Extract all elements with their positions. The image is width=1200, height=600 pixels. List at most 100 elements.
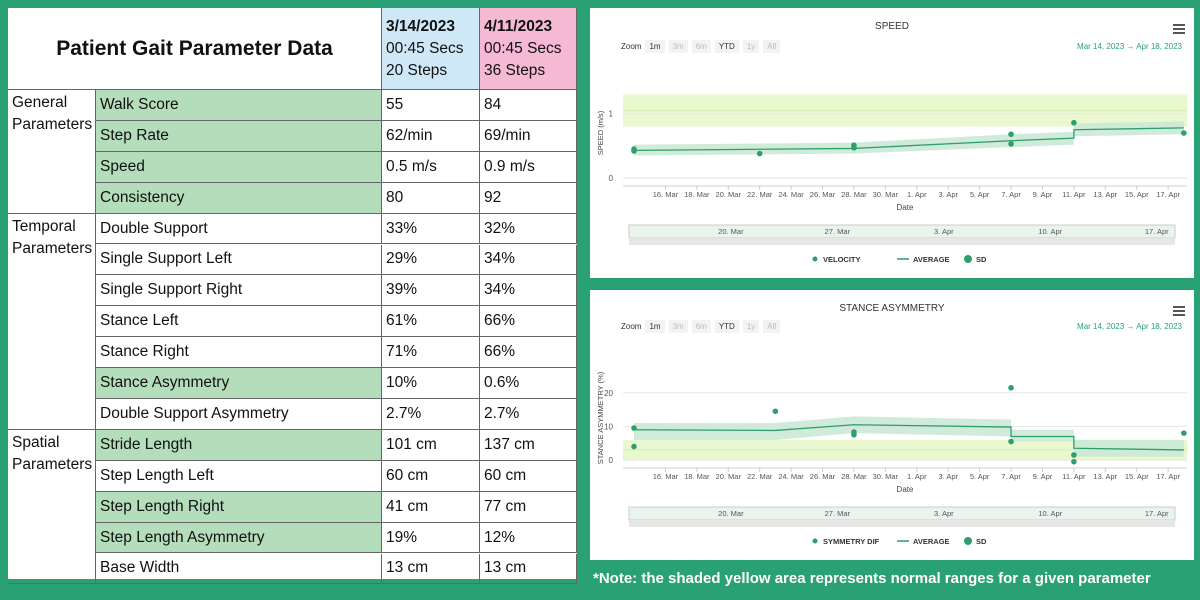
zoom-button-1y[interactable]: 1y [742,40,760,53]
x-tick-label: 13. Apr [1093,190,1117,199]
zoom-button-3m[interactable]: 3m [668,320,688,333]
data-point [1071,452,1077,458]
value-session-2: 34% [480,275,577,307]
zoom-button-all[interactable]: All [763,320,781,333]
x-tick-label: 22. Mar [747,472,773,481]
value-session-1: 60 cm [382,460,480,492]
param-name: Double Support [96,213,382,245]
date-range[interactable]: Mar 14, 2023 → Apr 18, 2023 [1077,42,1182,51]
x-tick-label: 9. Apr [1033,190,1053,199]
value-session-1: 19% [382,522,480,554]
zoom-controls: Zoom 1m 3m 6m YTD 1y All [621,40,781,53]
session-date: 4/11/2023 [484,17,553,35]
footnote: *Note: the shaded yellow area represents… [593,570,1151,587]
value-session-2: 84 [480,90,577,121]
gait-parameter-table: Patient Gait Parameter Data 3/14/2023 00:4… [8,8,577,585]
zoom-controls: Zoom 1m 3m 6m YTD 1y All [621,320,781,333]
param-name: Stride Length [96,429,382,461]
zoom-button-ytd[interactable]: YTD [714,40,739,53]
session-steps: 20 Steps [386,61,448,79]
speed-chart-panel: SPEED Zoom 1m 3m 6m YTD 1y All Mar 14, 2023 → Ap… [590,8,1194,278]
data-point [756,150,763,157]
y-tick-label: 1 [609,110,614,119]
hamburger-menu-icon[interactable] [1173,306,1185,318]
y-axis-label: SPEED (m/s) [596,110,605,155]
group-label: Spatial Parameters [8,429,96,585]
value-session-2: 92 [480,182,577,214]
param-name: Base Width [96,553,382,585]
zoom-button-1y[interactable]: 1y [742,320,760,333]
data-point [1008,438,1014,445]
x-tick-label: 16. Mar [653,190,679,199]
data-point [631,148,637,154]
data-point [772,408,779,415]
zoom-button-6m[interactable]: 6m [691,40,711,53]
value-session-1: 101 cm [382,429,480,461]
value-session-2: 137 cm [480,429,577,461]
zoom-button-1m[interactable]: 1m [645,40,665,53]
navigator-window [628,506,1176,521]
value-session-2: 0.9 m/s [480,151,577,183]
data-point [1008,131,1014,138]
x-tick-label: 3. Apr [938,472,958,481]
value-session-1: 29% [382,244,480,276]
y-axis-label: STANCE ASYMMETRY (%) [596,371,605,464]
zoom-button-1m[interactable]: 1m [645,320,665,333]
x-tick-label: 7. Apr [1001,472,1021,481]
value-session-1: 39% [382,275,480,307]
value-session-2: 12% [480,522,577,554]
x-tick-label: 20. Mar [716,472,742,481]
sd-band [633,416,1184,457]
zoom-label: Zoom [621,322,642,331]
value-session-1: 2.7% [382,399,480,430]
value-session-1: 55 [382,90,480,121]
legend-label: VELOCITY [823,255,861,264]
x-tick-label: 30. Mar [873,190,899,199]
x-tick-label: 22. Mar [747,190,773,199]
data-point [631,425,637,431]
data-point [851,429,857,435]
param-name: Step Length Right [96,491,382,523]
x-tick-label: 20. Mar [716,190,742,199]
zoom-button-6m[interactable]: 6m [691,320,711,333]
param-name: Stance Asymmetry [96,368,382,399]
hamburger-menu-icon[interactable] [1173,24,1185,36]
legend-symbol-sd [964,537,972,545]
x-tick-label: 18. Mar [684,472,710,481]
chart-title: SPEED [875,21,909,32]
value-session-2: 2.7% [480,399,577,430]
navigator-label: 3. Apr [934,509,954,518]
legend-label: AVERAGE [913,537,950,546]
navigator-label: 20. Mar [718,227,744,236]
x-tick-label: 28. Mar [841,472,867,481]
data-point [1181,130,1187,136]
x-tick-label: 18. Mar [684,190,710,199]
navigator-label: 17. Apr [1145,509,1169,518]
param-name: Step Length Left [96,460,382,492]
param-name: Double Support Asymmetry [96,399,382,430]
x-tick-label: 15. Apr [1125,472,1149,481]
value-session-2: 13 cm [480,553,577,585]
chart-svg: 0 1 SPEED (m/s) 16. Mar 18. Mar 20. Mar 22. Ma… [596,94,1187,264]
chart-legend: SYMMETRY DIF AVERAGE SD [812,537,987,546]
stance-asymmetry-chart-panel: STANCE ASYMMETRY Zoom 1m 3m 6m YTD 1y All Mar 14… [590,290,1194,560]
zoom-button-3m[interactable]: 3m [668,40,688,53]
param-name: Step Length Asymmetry [96,522,382,554]
param-name: Speed [96,151,382,183]
y-tick-label: 20 [604,389,613,398]
y-tick-label: 0 [609,456,614,465]
value-session-1: 41 cm [382,491,480,523]
x-tick-label: 3. Apr [938,190,958,199]
value-session-1: 71% [382,337,480,369]
x-tick-label: 30. Mar [873,472,899,481]
zoom-button-ytd[interactable]: YTD [714,320,739,333]
data-point [1071,458,1077,465]
date-range[interactable]: Mar 14, 2023 → Apr 18, 2023 [1077,322,1182,331]
value-session-2: 0.6% [480,368,577,399]
x-tick-label: 24. Mar [778,190,804,199]
navigator-label: 3. Apr [934,227,954,236]
legend-label: SYMMETRY DIF [823,537,880,546]
x-tick-label: 17. Apr [1156,472,1180,481]
zoom-button-all[interactable]: All [763,40,781,53]
value-session-1: 80 [382,182,480,214]
